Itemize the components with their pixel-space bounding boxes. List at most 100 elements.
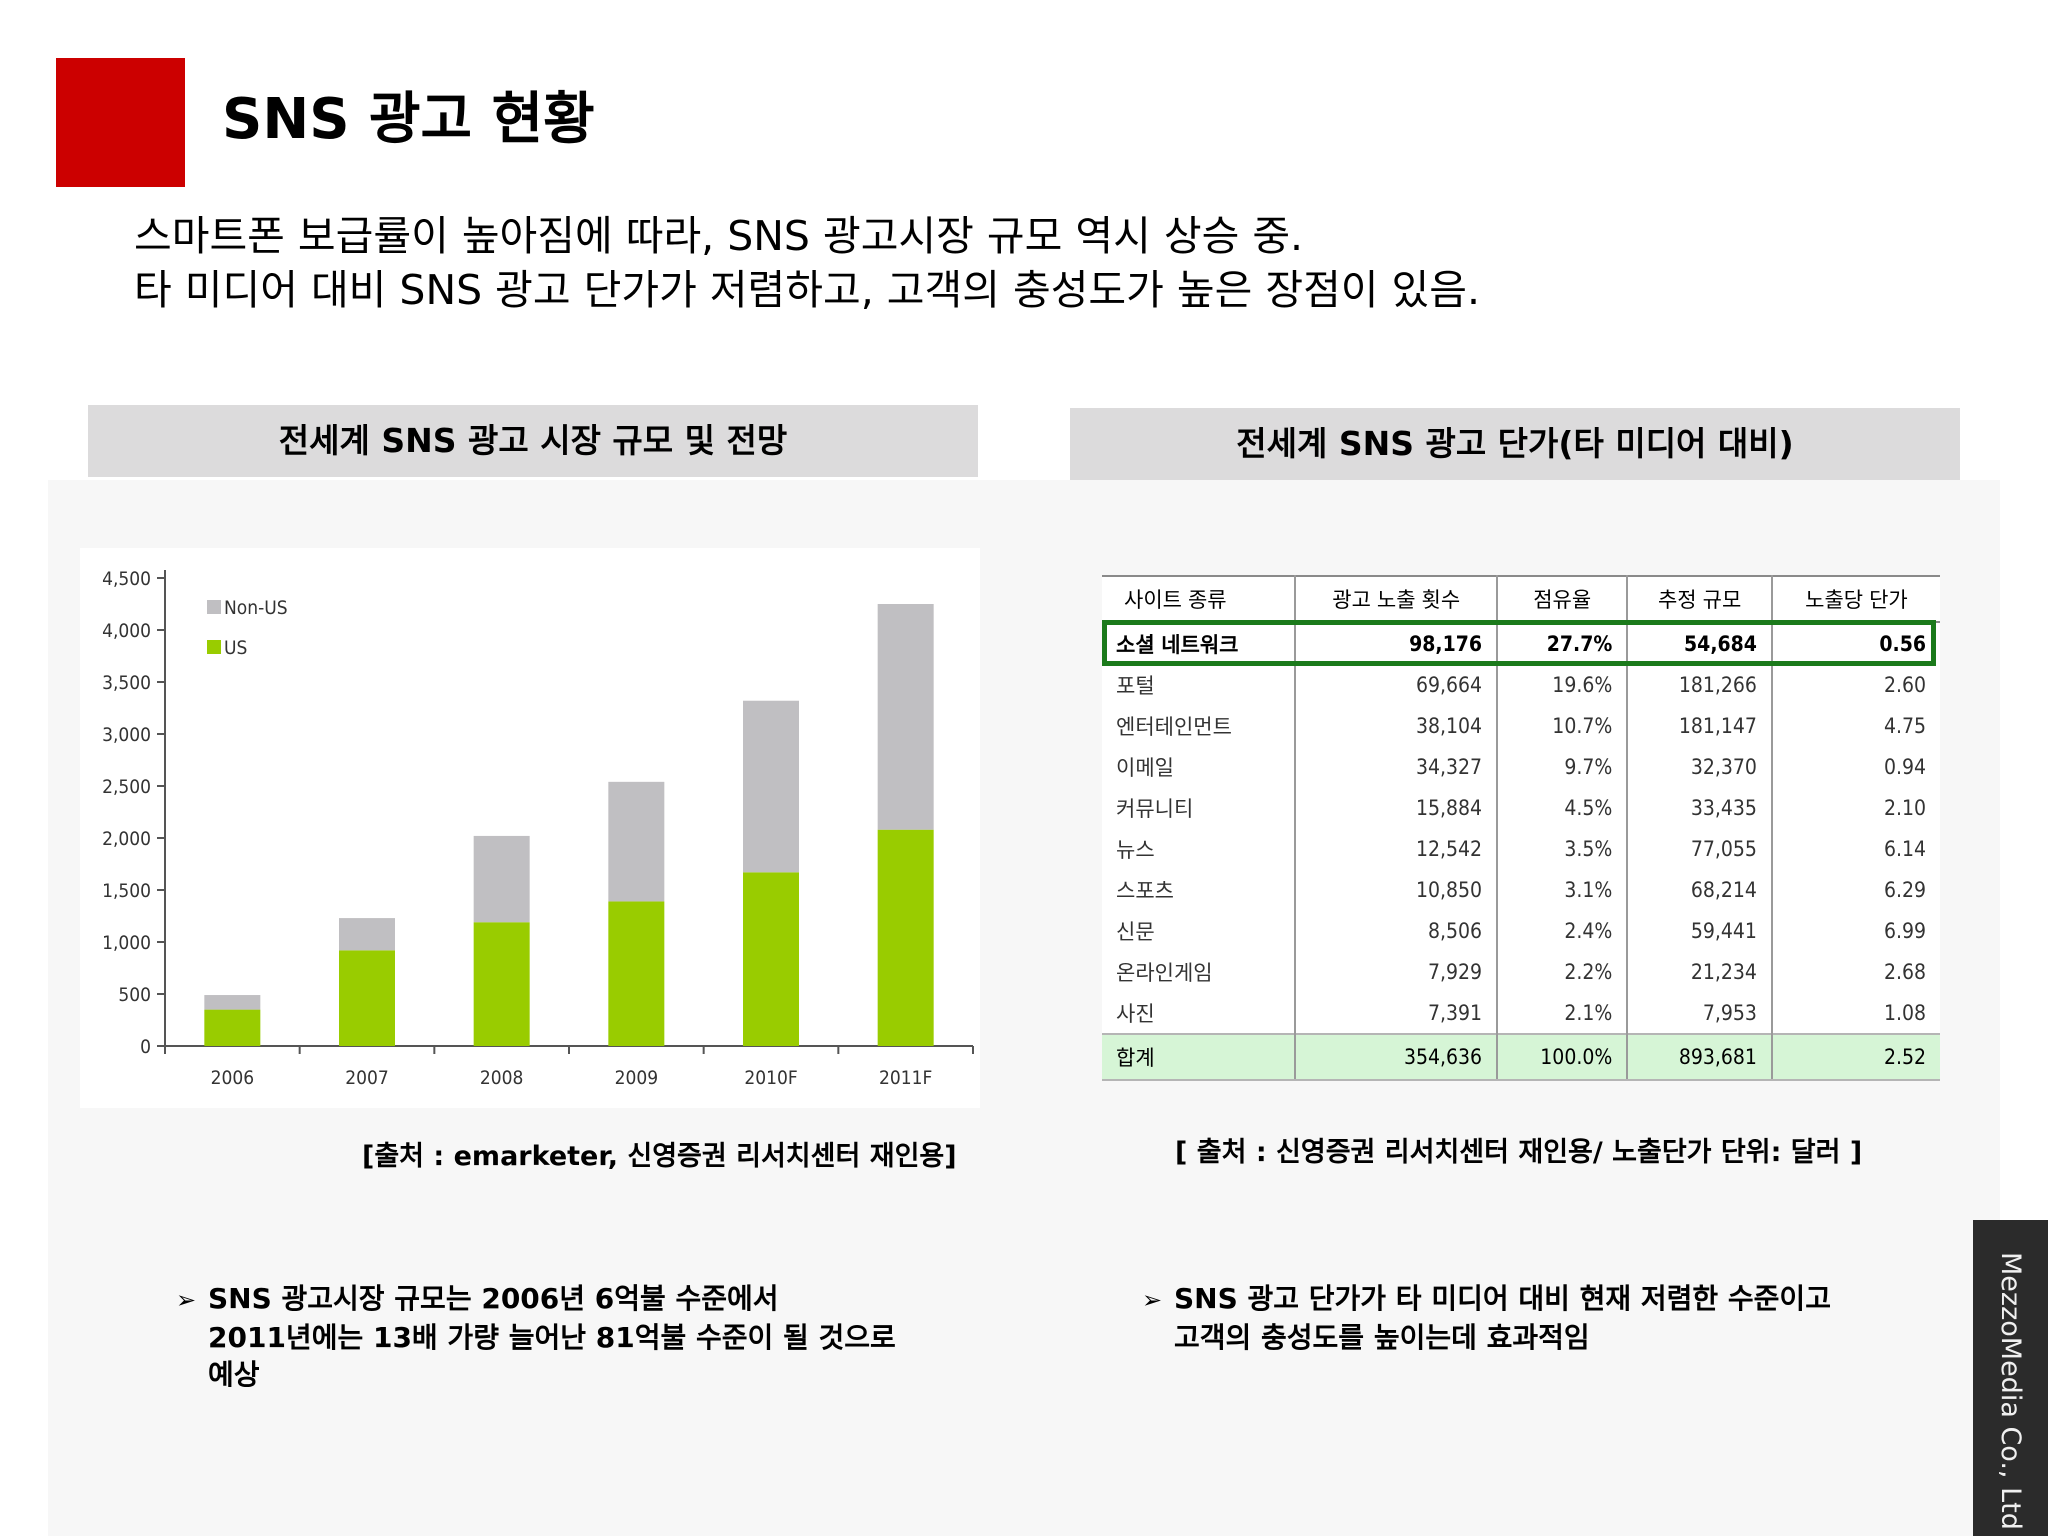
value-cell: 59,441 — [1627, 910, 1773, 951]
column-header: 광고 노출 횟수 — [1295, 575, 1499, 623]
arrow-bullet-icon: ➢ — [176, 1286, 197, 1314]
y-tick-label: 1,500 — [102, 880, 151, 902]
right-source-note: [ 출처 : 신영증권 리서치센터 재인용/ 노출단가 단위: 달러 ] — [1175, 1137, 1863, 1168]
x-tick-label: 2011F — [879, 1067, 932, 1089]
intro-line-2: 타 미디어 대비 SNS 광고 단가가 저렴하고, 고객의 충성도가 높은 장점… — [134, 266, 1481, 314]
value-cell: 3.5% — [1497, 828, 1629, 869]
site-type-cell: 엔터테인먼트 — [1102, 705, 1297, 746]
column-header: 점유율 — [1497, 575, 1629, 623]
x-tick-label: 2009 — [615, 1067, 659, 1089]
table-row: 사진 7,391 2.1% 7,953 1.08 — [1102, 992, 1940, 1034]
value-cell: 33,435 — [1627, 787, 1773, 828]
bar-non-us — [473, 835, 530, 923]
bar-us — [204, 1009, 261, 1046]
value-cell: 181,266 — [1627, 664, 1773, 705]
value-cell: 6.99 — [1883, 918, 1926, 943]
value-cell: 27.7% — [1497, 622, 1629, 664]
value-cell: 10,850 — [1295, 869, 1499, 910]
table-row: 신문 8,506 2.4% 59,441 6.99 — [1102, 910, 1940, 951]
table-row: 포털 69,664 19.6% 181,266 2.60 — [1102, 664, 1940, 705]
y-tick-label: 4,500 — [102, 568, 151, 590]
table-row: 뉴스 12,542 3.5% 77,055 6.14 — [1102, 828, 1940, 869]
value-cell: 4.5% — [1497, 787, 1629, 828]
site-type-cell: 신문 — [1102, 910, 1297, 951]
table-row: 소셜 네트워크 98,176 27.7% 54,684 0.56 — [1102, 622, 1940, 664]
bar-non-us — [877, 604, 934, 830]
site-type-cell: 온라인게임 — [1102, 951, 1297, 992]
value-cell: 21,234 — [1627, 951, 1773, 992]
y-tick-label: 1,000 — [102, 932, 151, 954]
page-title: SNS 광고 현황 — [222, 87, 595, 152]
value-cell: 69,664 — [1295, 664, 1499, 705]
site-type-cell: 이메일 — [1102, 746, 1297, 787]
left-panel-heading: 전세계 SNS 광고 시장 규모 및 전망 — [88, 405, 978, 477]
x-tick-label: 2010F — [744, 1067, 797, 1089]
value-cell: 34,327 — [1295, 746, 1499, 787]
y-tick-label: 2,000 — [102, 828, 151, 850]
legend-label-non-us: Non-US — [224, 597, 288, 619]
value-cell: 0.56 — [1879, 631, 1926, 656]
value-cell: 3.1% — [1497, 869, 1629, 910]
value-cell: 15,884 — [1295, 787, 1499, 828]
bar-us — [473, 922, 530, 1046]
right-bullet-line-2: 고객의 충성도를 높이는데 효과적임 — [1174, 1321, 1590, 1354]
legend-swatch-us — [207, 640, 221, 654]
bar-us — [743, 872, 799, 1046]
right-bullet-line-1: SNS 광고 단가가 타 미디어 대비 현재 저렴한 수준이고 — [1174, 1282, 1831, 1315]
table-row: 커뮤니티 15,884 4.5% 33,435 2.10 — [1102, 787, 1940, 828]
value-cell: 1.08 — [1883, 1000, 1926, 1025]
x-tick-label: 2006 — [211, 1067, 255, 1089]
title-accent-block — [56, 58, 185, 187]
ad-price-table: 사이트 종류 광고 노출 횟수 점유율 추정 규모 노출당 단가 소셜 네트워크 98,1… — [1102, 575, 1940, 1081]
bar-us — [339, 950, 395, 1046]
y-tick-label: 4,000 — [102, 620, 151, 642]
value-cell: 7,391 — [1295, 992, 1499, 1034]
table-header-row: 사이트 종류 광고 노출 횟수 점유율 추정 규모 노출당 단가 — [1102, 575, 1940, 623]
bar-us — [877, 829, 934, 1046]
y-tick-label: 500 — [118, 984, 151, 1006]
value-cell: 354,636 — [1295, 1033, 1499, 1081]
left-bullet-line-1: SNS 광고시장 규모는 2006년 6억불 수준에서 — [208, 1282, 779, 1315]
value-cell: 2.4% — [1497, 910, 1629, 951]
value-cell: 12,542 — [1295, 828, 1499, 869]
legend-label-us: US — [224, 637, 247, 659]
left-summary-bullet: ➢ SNS 광고시장 규모는 2006년 6억불 수준에서 2011년에는 13배… — [176, 1280, 976, 1393]
column-header: 추정 규모 — [1627, 575, 1773, 623]
table-row: 엔터테인먼트 38,104 10.7% 181,147 4.75 — [1102, 705, 1940, 746]
value-cell: 2.1% — [1497, 992, 1629, 1034]
value-cell: 68,214 — [1627, 869, 1773, 910]
bar-non-us — [204, 995, 261, 1010]
bar-non-us — [608, 781, 665, 902]
value-cell: 6.14 — [1883, 836, 1926, 861]
left-bullet-line-3: 예상 — [208, 1358, 260, 1391]
bar-non-us — [339, 918, 395, 951]
value-cell: 38,104 — [1295, 705, 1499, 746]
value-cell: 2.10 — [1883, 795, 1926, 820]
table-row: 스포츠 10,850 3.1% 68,214 6.29 — [1102, 869, 1940, 910]
value-cell: 7,953 — [1627, 992, 1773, 1034]
site-type-cell: 커뮤니티 — [1102, 787, 1297, 828]
value-cell: 0.94 — [1883, 754, 1926, 779]
value-cell: 2.60 — [1883, 672, 1926, 697]
value-cell: 19.6% — [1497, 664, 1629, 705]
value-cell: 10.7% — [1497, 705, 1629, 746]
intro-line-1: 스마트폰 보급률이 높아짐에 따라, SNS 광고시장 규모 역시 상승 중. — [134, 212, 1304, 260]
value-cell: 2.2% — [1497, 951, 1629, 992]
column-header: 노출당 단가 — [1771, 575, 1940, 623]
bar-us — [608, 901, 665, 1046]
x-tick-label: 2008 — [480, 1067, 523, 1089]
value-cell: 32,370 — [1627, 746, 1773, 787]
value-cell: 2.68 — [1883, 959, 1926, 984]
footer-tab — [1973, 1220, 2048, 1536]
y-tick-label: 3,000 — [102, 724, 151, 746]
y-tick-label: 2,500 — [102, 776, 151, 798]
value-cell: 100.0% — [1497, 1033, 1629, 1081]
site-type-cell: 소셜 네트워크 — [1102, 622, 1297, 664]
column-header: 사이트 종류 — [1102, 575, 1297, 623]
arrow-bullet-icon: ➢ — [1142, 1286, 1163, 1314]
value-cell: 181,147 — [1627, 705, 1773, 746]
company-name: MezzoMedia Co., Ltd — [1995, 1252, 2026, 1530]
sns-market-bar-chart: 0 500 1,000 1,500 2,000 2,500 3,000 3,500 4,000 4… — [80, 548, 980, 1108]
site-type-cell: 스포츠 — [1102, 869, 1297, 910]
left-bullet-line-2: 2011년에는 13배 가량 늘어난 81억불 수준이 될 것으로 — [208, 1321, 896, 1354]
